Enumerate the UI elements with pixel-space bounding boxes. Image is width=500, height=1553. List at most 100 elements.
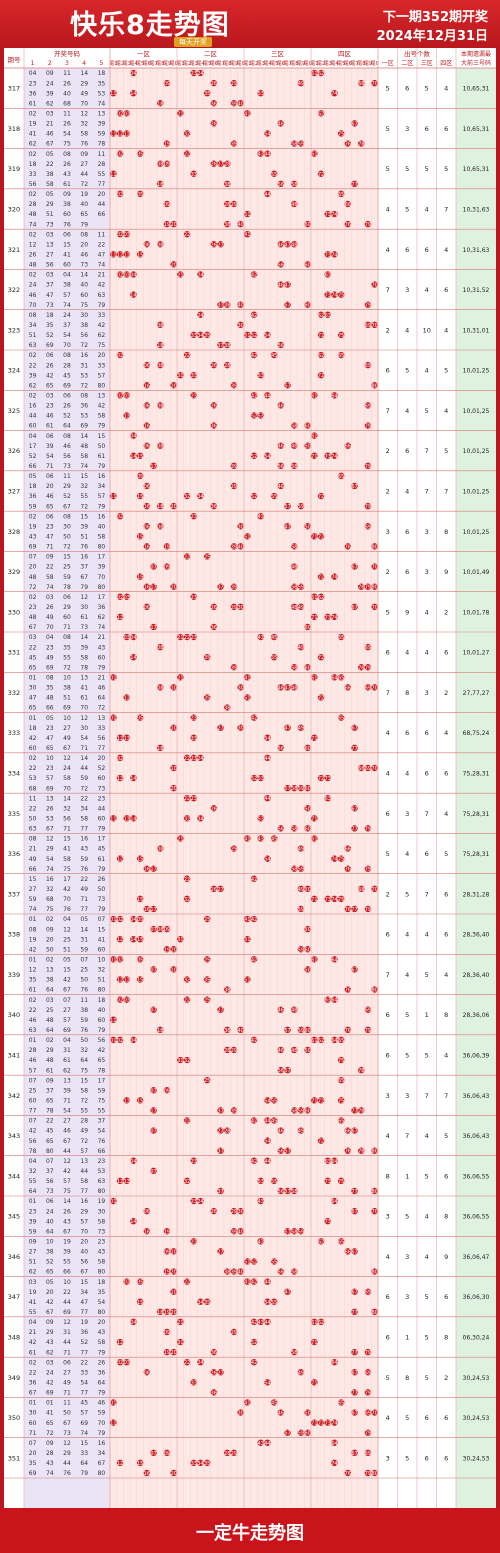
drawn-ball	[190, 1379, 197, 1386]
drawn-ball	[123, 271, 130, 278]
drawn-ball	[371, 684, 378, 691]
draw-number: 70	[63, 342, 71, 349]
drawn-ball	[210, 623, 218, 631]
draw-number: 58	[98, 534, 106, 541]
drawn-ball-label: 34	[197, 816, 203, 822]
drawn-ball-label: 48	[291, 605, 297, 611]
drawn-ball	[197, 815, 204, 822]
drawn-ball-label: 58	[291, 544, 297, 550]
drawn-ball	[277, 482, 285, 490]
drawn-ball	[244, 110, 251, 117]
drawn-ball-label: 08	[157, 162, 163, 168]
drawn-ball-label: 45	[271, 353, 277, 359]
zone-count: 9	[405, 608, 409, 616]
drawn-ball	[304, 664, 311, 671]
draw-number: 79	[98, 503, 106, 510]
drawn-ball-label: 38	[224, 706, 230, 712]
draw-number: 29	[46, 201, 54, 208]
drawn-ball-label: 21	[177, 635, 183, 641]
drawn-ball	[291, 825, 298, 832]
drawn-ball-label: 38	[224, 222, 230, 228]
draw-number: 21	[29, 846, 37, 853]
drawn-ball-label: 21	[177, 675, 183, 681]
drawn-ball	[150, 623, 157, 631]
draw-number: 12	[63, 1158, 71, 1165]
drawn-ball-label: 80	[371, 1189, 377, 1195]
drawn-ball	[110, 1419, 117, 1426]
draw-number: 60	[98, 816, 106, 823]
draw-number: 56	[29, 181, 37, 188]
drawn-ball	[331, 1439, 338, 1446]
drawn-ball	[197, 331, 204, 339]
drawn-ball	[351, 1127, 358, 1134]
drawn-ball-label: 64	[331, 1441, 337, 1447]
drawn-ball	[351, 1308, 358, 1316]
drawn-ball-label: 35	[204, 977, 210, 983]
draw-number: 57	[29, 1067, 37, 1074]
drawn-ball-label: 42	[251, 313, 257, 319]
draw-number: 68	[46, 896, 54, 903]
draw-number: 76	[80, 544, 88, 551]
drawn-ball-label: 09	[164, 202, 170, 208]
drawn-ball	[250, 1358, 258, 1366]
draw-number: 62	[63, 1067, 71, 1074]
draw-number: 65	[29, 705, 37, 712]
drawn-ball-label: 12	[117, 615, 123, 621]
drawn-ball-label: 59	[298, 786, 304, 792]
drawn-ball	[264, 130, 271, 137]
drawn-ball-label: 08	[157, 444, 163, 450]
drawn-ball-label: 79	[365, 1431, 371, 1437]
drawn-ball	[264, 190, 271, 198]
draw-number: 49	[80, 886, 88, 893]
filter-value: 36,06,30	[463, 1294, 490, 1301]
drawn-ball-label: 50	[304, 1411, 310, 1417]
draw-number: 58	[46, 574, 54, 581]
draw-number: 55	[29, 1309, 37, 1316]
drawn-ball	[217, 1187, 224, 1195]
drawn-ball	[297, 1228, 305, 1235]
period-label: 350	[8, 1414, 20, 1422]
drawn-ball-label: 29	[231, 1330, 237, 1336]
drawn-ball-label: 60	[304, 424, 310, 430]
drawn-ball-label: 69	[365, 1370, 371, 1376]
draw-number: 13	[80, 675, 88, 682]
drawn-ball	[123, 633, 130, 641]
draw-number: 64	[80, 1460, 88, 1467]
drawn-ball	[183, 754, 191, 762]
draw-number: 74	[29, 906, 37, 913]
draw-number: 16	[46, 876, 54, 883]
drawn-ball	[337, 351, 345, 359]
header-tail: 尾7	[216, 60, 225, 67]
draw-number: 58	[63, 775, 71, 782]
drawn-ball	[170, 220, 177, 228]
draw-number: 08	[29, 836, 37, 843]
drawn-ball	[311, 1419, 318, 1426]
drawn-ball-label: 13	[124, 1098, 130, 1104]
zone-count: 4	[425, 931, 429, 939]
drawn-ball	[277, 1268, 285, 1275]
drawn-ball-label: 55	[271, 172, 277, 178]
draw-number: 64	[80, 1057, 88, 1064]
draw-number: 12	[29, 241, 37, 248]
draw-number: 39	[46, 90, 54, 97]
drawn-ball-label: 47	[284, 242, 290, 248]
drawn-ball	[304, 1046, 311, 1054]
drawn-ball-label: 28	[224, 162, 230, 168]
draw-number: 54	[80, 735, 88, 742]
drawn-ball	[364, 1348, 372, 1356]
draw-number: 38	[63, 201, 71, 208]
drawn-ball	[277, 462, 285, 470]
draw-number: 74	[98, 262, 106, 269]
draw-number: 37	[63, 322, 71, 329]
draw-number: 74	[80, 463, 88, 470]
drawn-ball	[291, 1187, 298, 1195]
drawn-ball-label: 42	[251, 393, 257, 399]
drawn-ball	[157, 361, 164, 369]
drawn-ball-label: 15	[137, 1461, 143, 1467]
draw-number: 10	[63, 675, 71, 682]
drawn-ball	[136, 472, 144, 480]
drawn-ball	[230, 845, 238, 852]
draw-number: 42	[63, 977, 71, 984]
drawn-ball	[237, 603, 244, 611]
drawn-ball	[364, 402, 372, 409]
